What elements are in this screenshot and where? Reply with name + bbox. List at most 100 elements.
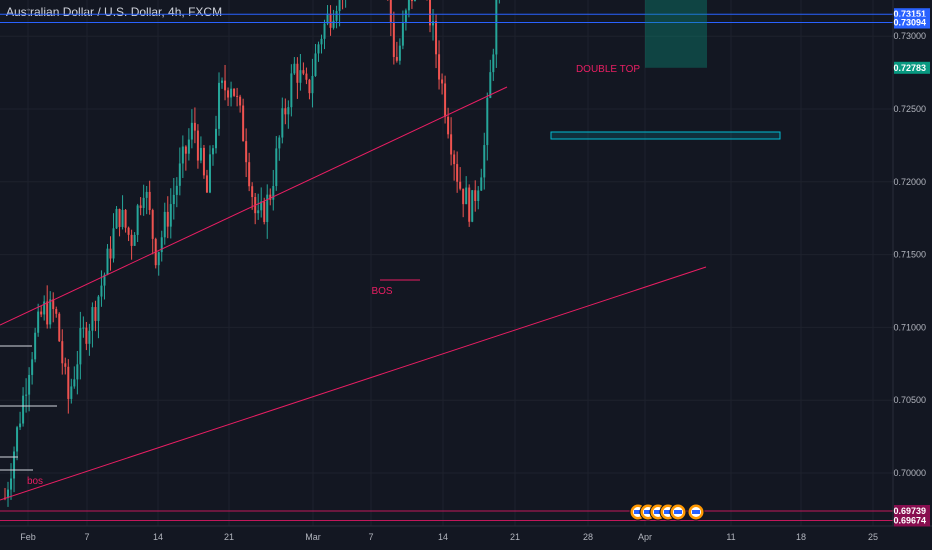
candle-body: [160, 237, 163, 253]
symbol-title: Australian Dollar / U.S. Dollar, 4h, FXC…: [6, 5, 223, 19]
candle-body: [308, 79, 311, 94]
candle-body: [187, 139, 190, 154]
candle-body: [450, 134, 453, 155]
candle-body: [221, 80, 224, 83]
candle-body: [109, 248, 112, 259]
candle-body: [233, 88, 236, 96]
candle-body: [462, 188, 465, 205]
candle-body: [218, 82, 221, 129]
candle-body: [85, 327, 88, 344]
price-tick-label: 0.71000: [893, 322, 926, 332]
candle-body: [97, 296, 100, 321]
candle-body: [118, 208, 121, 227]
candle-body: [205, 175, 208, 193]
price-tick-label: 0.73000: [893, 31, 926, 41]
candle-body: [172, 194, 175, 205]
price-tick-label: 0.72500: [893, 104, 926, 114]
price-tick-label: 0.72000: [893, 177, 926, 187]
candle-body: [224, 80, 227, 91]
candle-body: [236, 95, 239, 97]
candle-body: [202, 147, 205, 176]
candle-body: [293, 63, 296, 74]
bos-label: BOS: [371, 286, 392, 297]
candle-body: [272, 186, 275, 200]
candle-body: [34, 332, 37, 360]
candle-body: [471, 190, 474, 222]
candle-body: [178, 163, 181, 186]
candle-body: [456, 164, 459, 182]
candle-body: [227, 90, 230, 98]
candle-body: [489, 72, 492, 98]
candle-body: [398, 45, 401, 61]
candle-body: [323, 23, 326, 39]
time-tick-label: 21: [224, 532, 234, 542]
candle-body: [302, 70, 305, 74]
candle-body: [438, 54, 441, 80]
candle-body: [103, 274, 106, 286]
candle-body: [22, 395, 25, 424]
price-badge-label: 0.72783: [893, 63, 926, 73]
candle-body: [317, 44, 320, 54]
candle-body: [208, 154, 211, 193]
time-axis[interactable]: Feb 7 14 21 Mar 7 14 21 28 Apr 11 18 25: [0, 525, 932, 542]
time-tick-label: 21: [510, 532, 520, 542]
candle-body: [190, 122, 193, 140]
candle-body: [290, 73, 293, 108]
candle-body: [257, 210, 260, 214]
price-badges: 0.754680.752860.749260.748860.745750.731…: [893, 8, 930, 527]
candle-body: [13, 451, 16, 479]
candle-body: [115, 208, 118, 229]
candle-body: [211, 148, 214, 155]
candle-body: [335, 11, 338, 21]
candle-body: [193, 122, 196, 131]
price-badge-label: 0.73094: [893, 18, 926, 28]
candle-body: [25, 394, 28, 396]
candle-body: [121, 209, 124, 227]
bos-small-label: bos: [27, 476, 43, 487]
time-tick-label: 14: [153, 532, 163, 542]
candle-body: [157, 252, 160, 266]
candle-body: [392, 22, 395, 57]
candle-body: [401, 22, 404, 46]
candle-body: [91, 307, 94, 331]
candle-body: [453, 154, 456, 165]
candle-body: [139, 205, 142, 208]
candle-body: [429, 0, 432, 26]
candle-body: [287, 107, 290, 115]
candle-body: [311, 75, 314, 94]
candle-body: [79, 328, 82, 365]
price-badge-label: 0.73151: [893, 9, 926, 19]
candle-body: [88, 330, 91, 344]
candle-body: [64, 363, 67, 367]
candle-body: [142, 197, 145, 208]
candle-body: [106, 248, 109, 275]
candle-body: [477, 190, 480, 202]
event-flag-stripe-icon: [634, 510, 642, 514]
economic-events[interactable]: [629, 503, 705, 521]
candle-body: [492, 54, 495, 73]
time-tick-label: Feb: [20, 532, 36, 542]
candle-body: [444, 83, 447, 117]
candle-body: [296, 63, 299, 83]
drawings[interactable]: DOUBLE TOP BOS bos: [0, 0, 893, 521]
candle-body: [124, 209, 127, 228]
price-axis[interactable]: USD0.760000.755000.750000.745000.740000.…: [892, 0, 926, 526]
channel-upper-line: [0, 86, 508, 326]
price-tick-label: 0.70500: [893, 395, 926, 405]
time-tick-label: 14: [438, 532, 448, 542]
candle-body: [432, 21, 435, 26]
price-tick-label: 0.71500: [893, 250, 926, 260]
event-flag-stripe-icon: [644, 510, 652, 514]
candle-body: [130, 234, 133, 246]
candles: [4, 0, 500, 507]
candle-body: [181, 146, 184, 164]
candle-body: [465, 187, 468, 205]
candle-body: [215, 128, 217, 149]
candle-body: [16, 427, 19, 452]
candle-body: [245, 141, 248, 163]
candle-body: [395, 56, 398, 61]
candle-body: [55, 309, 58, 314]
candle-body: [281, 108, 284, 138]
candle-body: [483, 145, 486, 178]
